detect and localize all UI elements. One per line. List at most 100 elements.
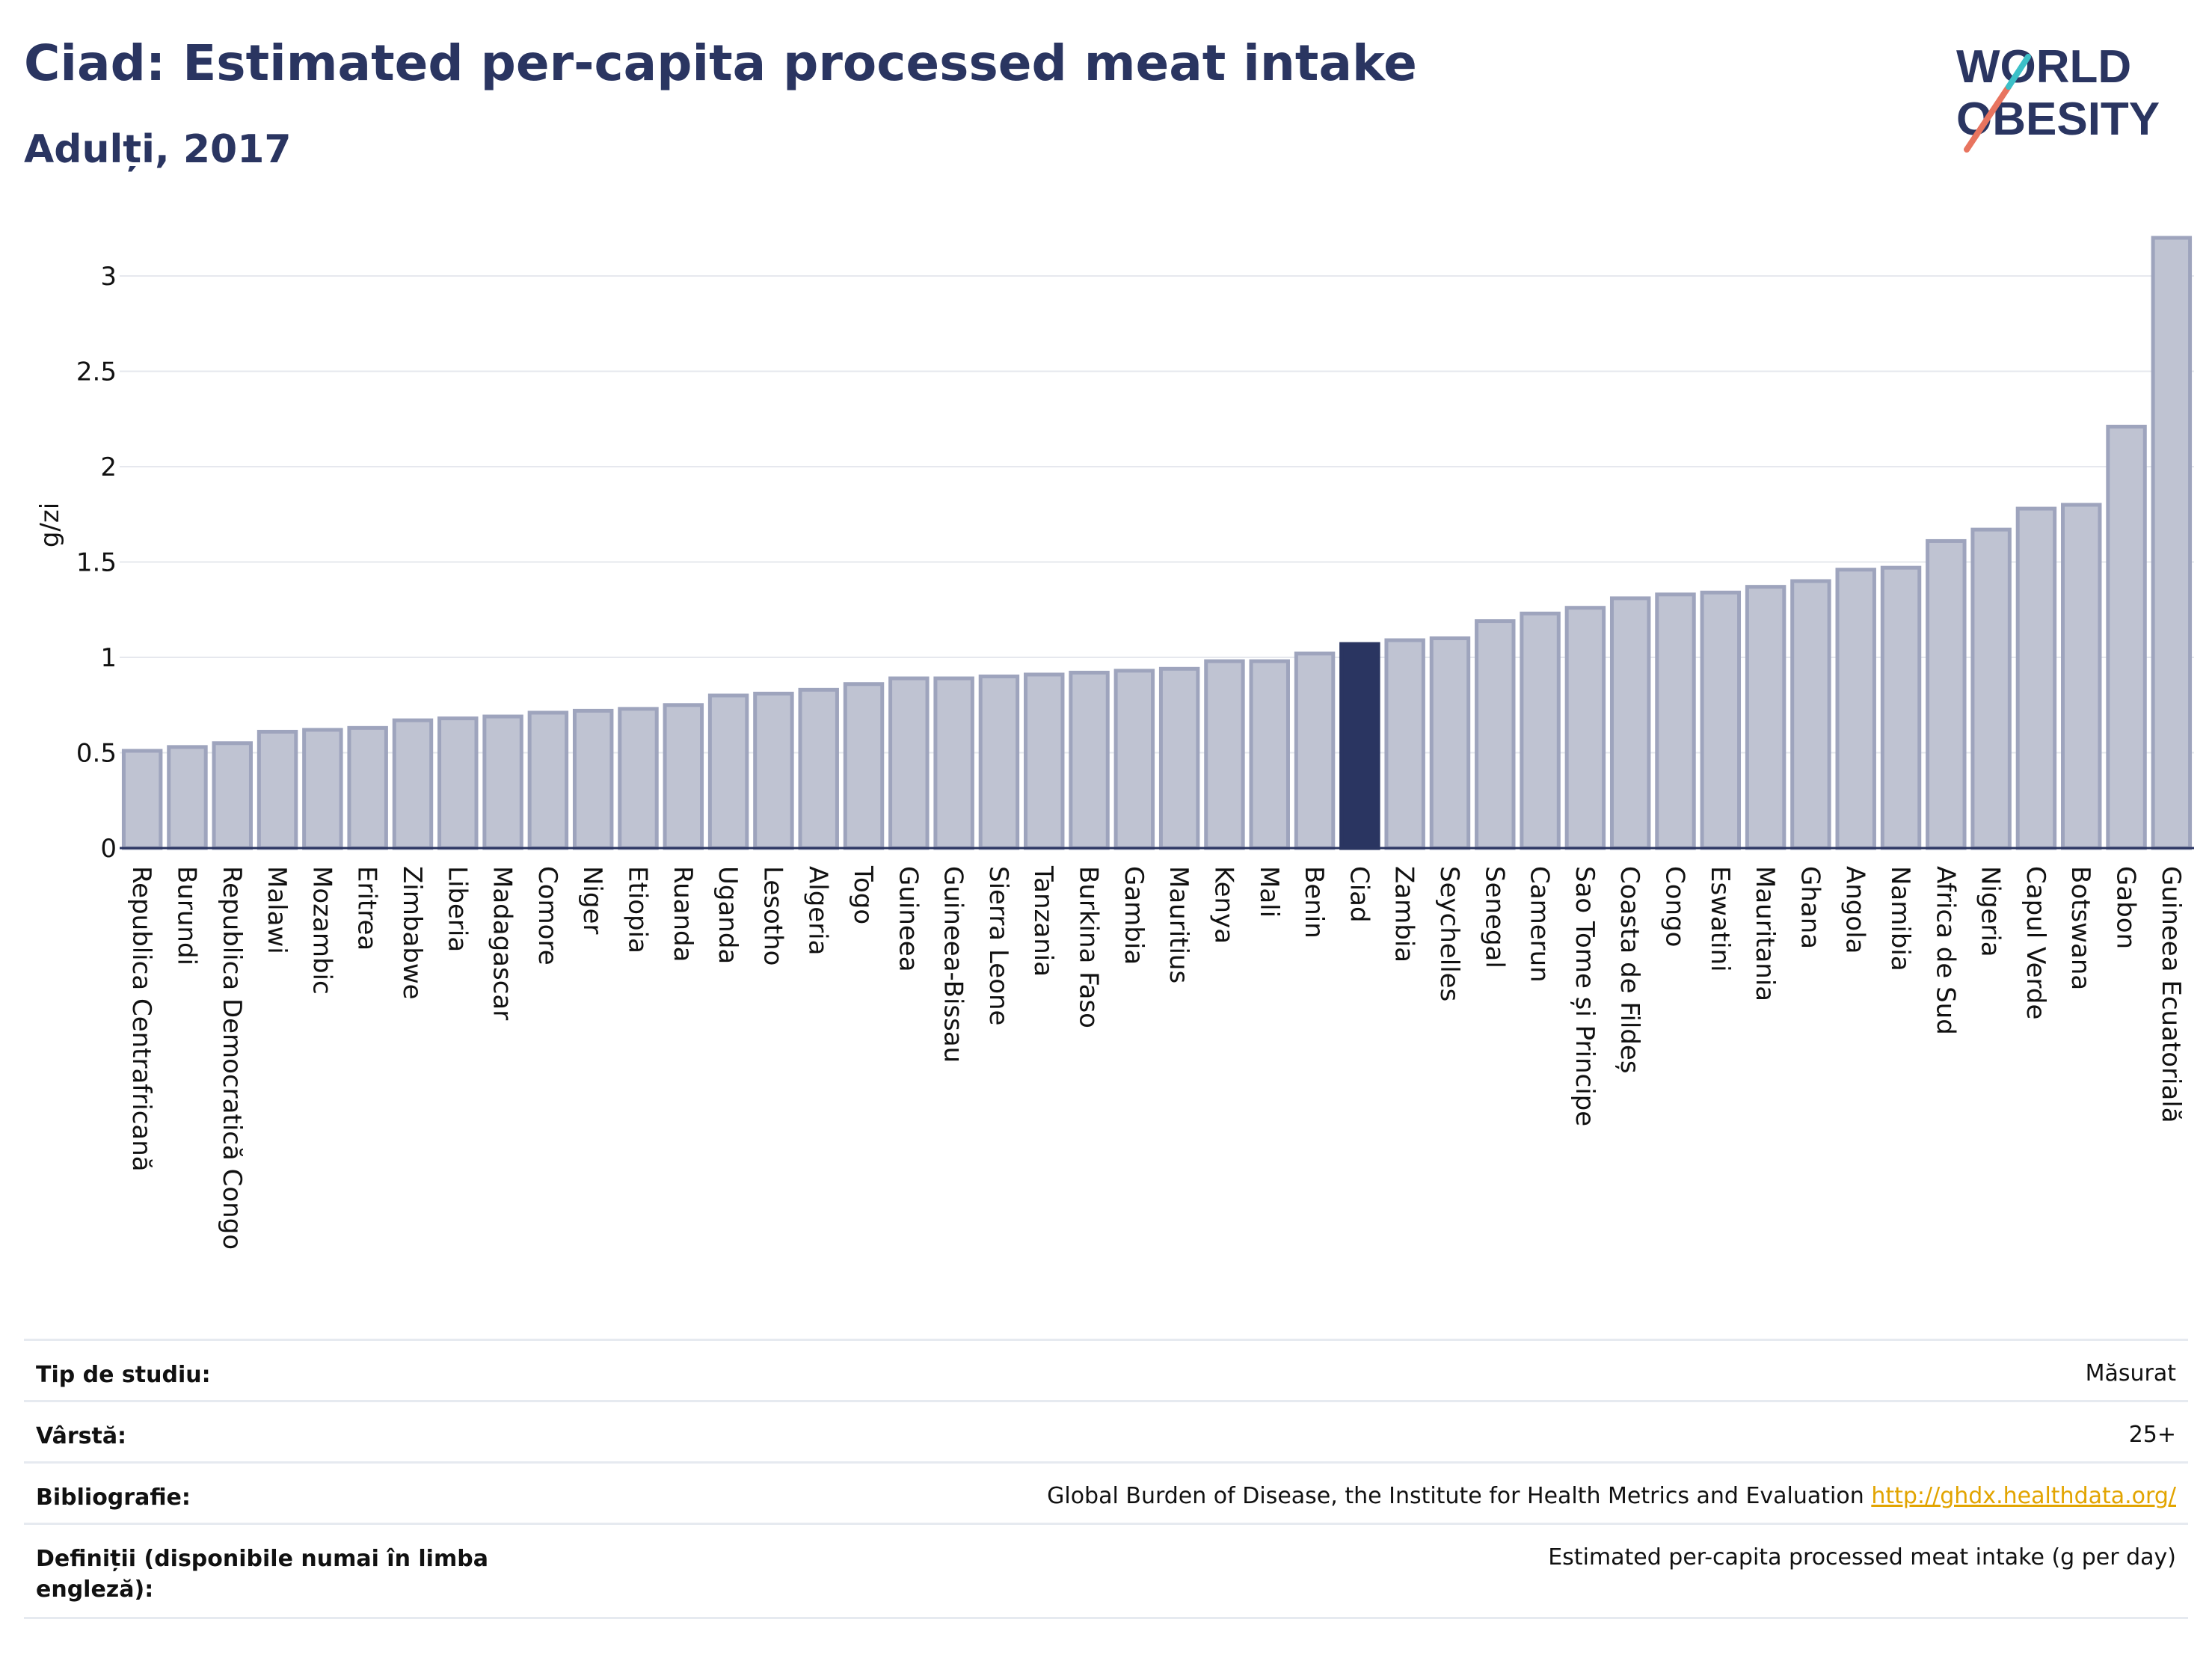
info-bottom-rule (24, 1617, 2188, 1619)
x-tick-labels: Republica Centrafricană Burundi Republica … (126, 865, 2186, 1250)
bar[interactable] (1113, 669, 1155, 850)
bar[interactable] (1249, 659, 1290, 850)
x-tick-label: Eswatini (1705, 866, 1735, 972)
y-tick-label: 2.5 (76, 357, 117, 387)
bar[interactable] (437, 716, 479, 850)
x-tick-label: Ghana (1795, 866, 1825, 949)
bar[interactable] (1339, 642, 1380, 850)
info-label: Vârstă: (36, 1423, 127, 1449)
x-tick-label: Etiopia (623, 866, 653, 954)
bar[interactable] (798, 687, 839, 850)
bar[interactable] (1926, 538, 1967, 850)
bar[interactable] (1429, 636, 1471, 850)
x-tick-label: Ruanda (668, 866, 698, 962)
info-label: Tip de studiu: (36, 1362, 211, 1388)
x-tick-label: Mali (1254, 866, 1284, 918)
x-tick-label: Zambia (1389, 866, 1419, 962)
x-tick-label: Botswana (2065, 866, 2095, 990)
x-tick-label: Guineea (893, 866, 923, 972)
bar[interactable] (618, 707, 659, 850)
x-tick-label: Malawi (262, 866, 292, 954)
info-label: Definiții (disponibile numai în limba en… (36, 1546, 488, 1603)
bar[interactable] (2106, 424, 2147, 850)
bar[interactable] (1790, 579, 1831, 850)
info-value: Global Burden of Disease, the Institute … (1047, 1483, 2176, 1509)
bar[interactable] (527, 710, 569, 850)
logo-line1: WORLD (1956, 41, 2131, 93)
x-tick-label: Gabon (2111, 866, 2141, 949)
bar[interactable] (2015, 506, 2057, 850)
info-row: Tip de studiu: Măsurat (24, 1339, 2188, 1400)
bar[interactable] (2151, 236, 2193, 850)
info-row: Definiții (disponibile numai în limba en… (24, 1523, 2188, 1617)
x-tick-label: Angola (1840, 866, 1870, 954)
bar[interactable] (167, 745, 208, 850)
bar[interactable] (1520, 611, 1561, 850)
bar[interactable] (1700, 590, 1742, 850)
bibliography-link[interactable]: http://ghdx.healthdata.org/ (1871, 1483, 2176, 1509)
bar[interactable] (888, 676, 930, 850)
x-tick-label: Togo (848, 865, 878, 924)
x-tick-label: Sierra Leone (983, 866, 1013, 1025)
info-value: Estimated per-capita processed meat inta… (1548, 1544, 2176, 1570)
bar[interactable] (1655, 592, 1696, 850)
x-tick-label: Sao Tome și Principe (1570, 866, 1600, 1126)
bar[interactable] (347, 725, 388, 850)
x-tick-label: Kenya (1208, 866, 1238, 944)
x-tick-label: Burkina Faso (1074, 866, 1104, 1028)
logo-slash-teal (2006, 54, 2031, 90)
bar[interactable] (121, 749, 163, 850)
x-tick-label: Uganda (713, 866, 743, 964)
bar[interactable] (2061, 503, 2102, 850)
bar[interactable] (1024, 672, 1065, 850)
bar[interactable] (933, 676, 974, 850)
bar[interactable] (1294, 651, 1336, 850)
bar[interactable] (1835, 568, 1876, 850)
y-tick-label: 0 (100, 834, 117, 864)
bar[interactable] (1158, 666, 1200, 850)
bar[interactable] (1745, 585, 1787, 850)
bar[interactable] (1880, 565, 1922, 850)
x-tick-label: Namibia (1885, 866, 1915, 971)
x-tick-label: Guineea-Bissau (938, 866, 968, 1063)
bar[interactable] (978, 675, 1020, 850)
x-tick-label: Republica Centrafricană (126, 866, 156, 1172)
info-row: Vârstă: 25+ (24, 1400, 2188, 1461)
bar[interactable] (707, 693, 749, 850)
y-axis-label: g/zi (35, 503, 65, 547)
bar[interactable] (256, 729, 298, 850)
bar[interactable] (302, 728, 343, 850)
bar[interactable] (843, 682, 885, 850)
bar[interactable] (1970, 527, 2012, 850)
x-tick-label: Nigeria (1976, 866, 2006, 957)
bar[interactable] (1475, 619, 1516, 850)
bar[interactable] (663, 703, 704, 850)
bar[interactable] (1204, 659, 1245, 850)
x-tick-label: Guineea Ecuatorială (2156, 866, 2186, 1123)
x-tick-label: Mauritania (1750, 866, 1780, 1001)
world-obesity-logo: WORLD OBESITY (1956, 41, 2160, 153)
bar[interactable] (1069, 670, 1110, 850)
y-tick-label: 1 (100, 643, 117, 673)
bar[interactable] (212, 741, 253, 850)
x-tick-label: Mauritius (1164, 866, 1193, 983)
info-value: Măsurat (2086, 1360, 2176, 1387)
bar[interactable] (1564, 606, 1606, 850)
bar[interactable] (753, 691, 794, 850)
bars (120, 236, 2194, 850)
bar-chart: g/zi 0 0.5 1 1.5 2 2.5 3 Republica Centrafrica… (35, 236, 2194, 1250)
info-value: 25+ (2129, 1422, 2176, 1448)
bar[interactable] (482, 714, 523, 850)
x-tick-label: Seychelles (1434, 866, 1464, 1001)
x-tick-label: Senegal (1479, 866, 1509, 968)
x-tick-label: Madagascar (488, 866, 517, 1020)
info-label: Bibliografie: (36, 1484, 191, 1511)
info-row: Bibliografie: Global Burden of Disease, t… (24, 1461, 2188, 1523)
x-tick-label: Congo (1660, 866, 1690, 947)
bar[interactable] (392, 718, 434, 850)
bar[interactable] (1384, 638, 1425, 850)
x-tick-label: Zimbabwe (397, 866, 427, 1000)
bar[interactable] (572, 708, 614, 850)
x-tick-label: Mozambic (307, 866, 337, 995)
bar[interactable] (1609, 596, 1651, 850)
